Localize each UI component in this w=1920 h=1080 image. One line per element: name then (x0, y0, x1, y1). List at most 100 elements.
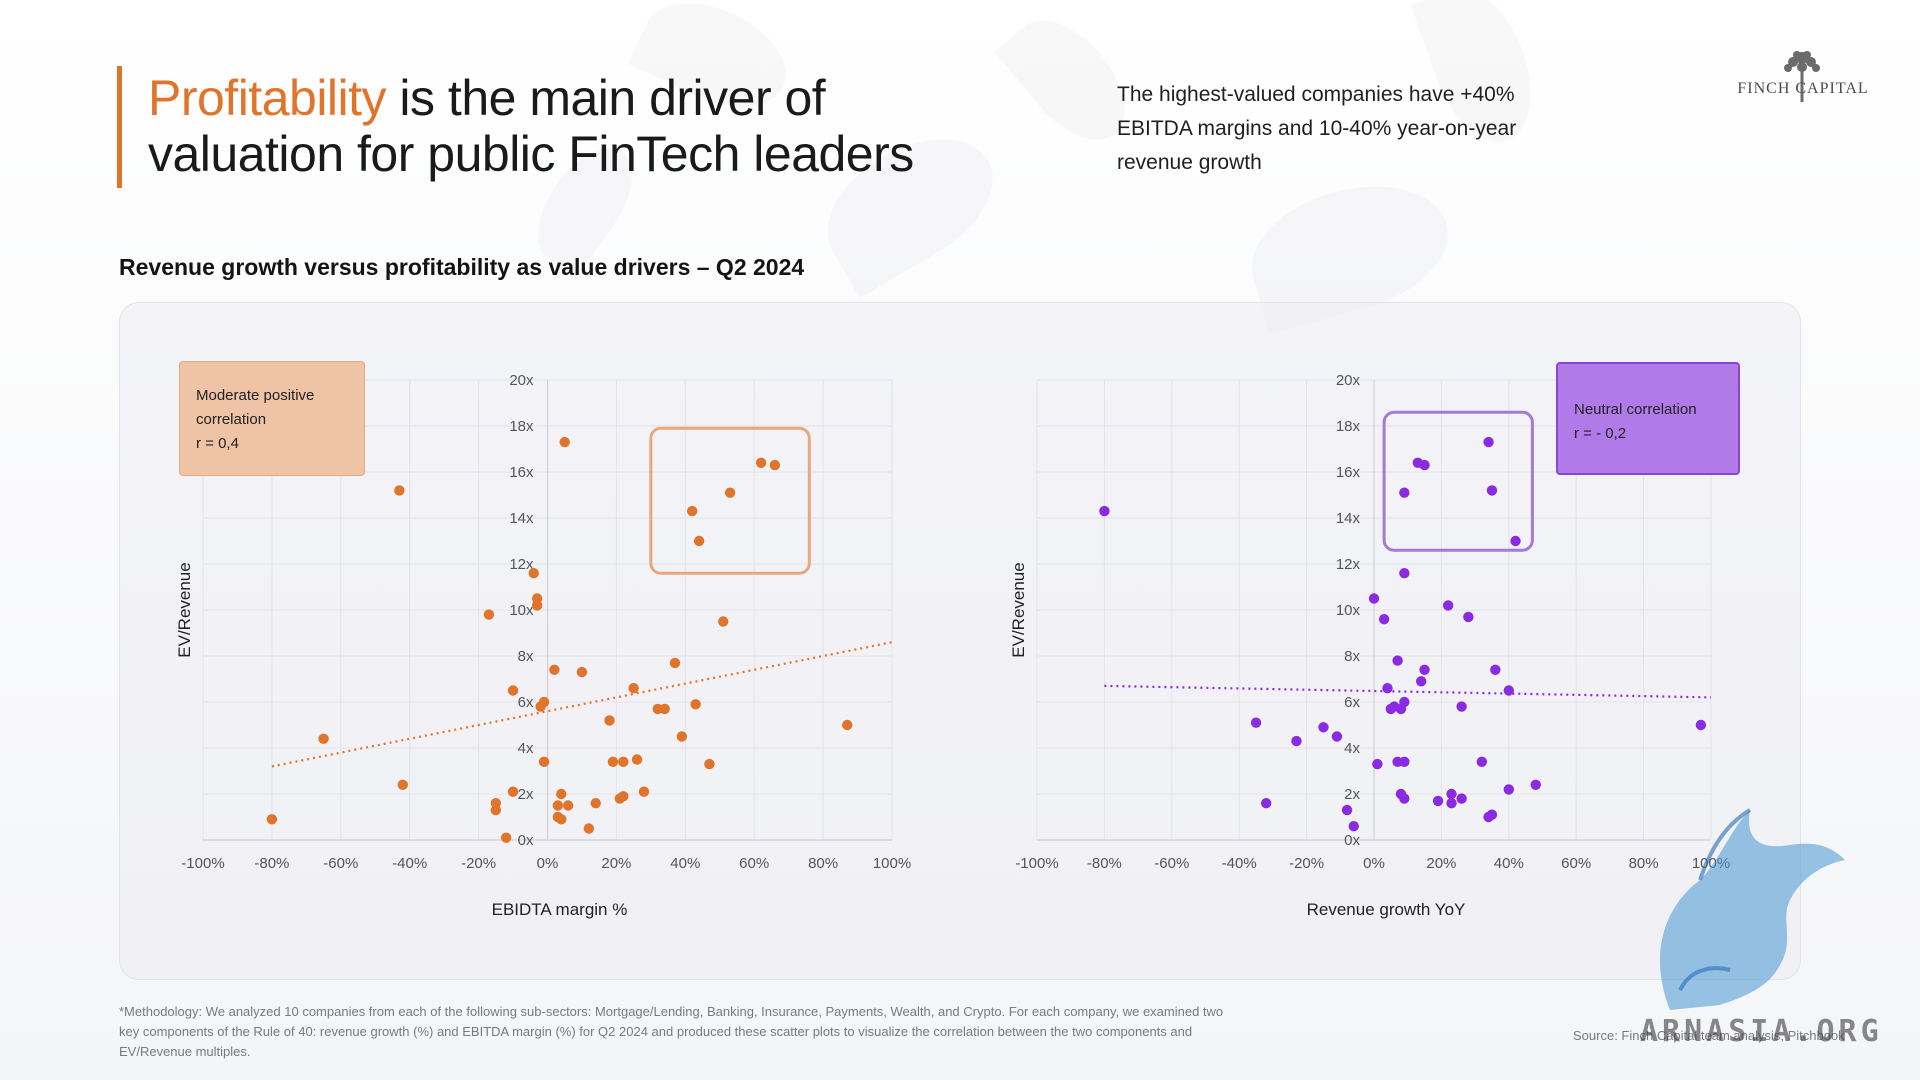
data-point (1486, 485, 1498, 496)
callout-neutral-correlation: Neutral correlation r = - 0,2 (1556, 362, 1740, 475)
data-point (1510, 535, 1521, 547)
data-point (604, 715, 615, 726)
data-point (659, 703, 670, 715)
y-tick-label: 12x (509, 556, 534, 573)
callout-positive-correlation: Moderate positive correlation r = 0,4 (179, 361, 365, 476)
callout-left-line1: Moderate positive (196, 387, 315, 404)
x-tick-label: 60% (1561, 855, 1591, 872)
y-tick-label: 14x (1336, 510, 1361, 527)
data-point (507, 685, 519, 696)
y-axis-title: EV/Revenue (1009, 562, 1028, 657)
x-tick-label: 0% (537, 855, 559, 872)
y-tick-label: 18x (509, 418, 534, 435)
logo-text: FINCH CAPITAL (1737, 80, 1869, 97)
title-accent-bar (117, 66, 122, 188)
y-tick-label: 18x (1336, 418, 1361, 435)
data-point (1318, 722, 1329, 733)
data-point (1530, 779, 1541, 790)
data-point (1399, 793, 1410, 804)
data-point (1695, 719, 1707, 731)
x-tick-label: -40% (1222, 855, 1257, 872)
charts-panel (119, 302, 1801, 980)
callout-left-line2: correlation (196, 411, 267, 428)
data-point (559, 436, 570, 448)
y-tick-label: 10x (509, 602, 534, 619)
highlight-box (1382, 410, 1534, 552)
x-tick-label: 20% (1426, 855, 1456, 872)
title-highlight: Profitability (148, 70, 387, 126)
data-point (531, 593, 543, 604)
watermark-griffin-icon (1660, 808, 1845, 1010)
data-point (1456, 701, 1467, 712)
y-tick-label: 6x (518, 694, 534, 711)
data-point (724, 487, 736, 498)
data-point (556, 814, 567, 825)
y-tick-label: 20x (509, 372, 534, 389)
trendline (1104, 684, 1712, 699)
x-tick-label: 0% (1363, 855, 1385, 872)
data-point (704, 758, 715, 770)
data-point (631, 754, 643, 765)
y-tick-label: 4x (1344, 740, 1360, 757)
data-point (500, 832, 512, 843)
data-point (1446, 798, 1457, 809)
data-point (1250, 717, 1262, 728)
data-point (1476, 756, 1488, 767)
data-point (1368, 593, 1380, 604)
x-tick-label: -80% (254, 855, 289, 872)
data-point (538, 756, 550, 767)
summary-text: The highest-valued companies have +40% E… (1117, 83, 1517, 174)
x-tick-label: -100% (1015, 855, 1058, 872)
data-point (628, 683, 639, 694)
data-point (669, 657, 681, 669)
data-point (1291, 735, 1302, 747)
y-axis-title: EV/Revenue (175, 562, 194, 657)
title-text-line2: valuation for public FinTech leaders (148, 126, 914, 182)
callout-left-line3: r = 0,4 (196, 435, 239, 452)
callout-right-line1: Neutral correlation (1574, 401, 1697, 418)
y-tick-label: 6x (1344, 694, 1360, 711)
data-point (1372, 758, 1383, 770)
data-point (686, 505, 698, 517)
data-point (1463, 611, 1474, 623)
chart-title: Revenue growth versus profitability as v… (119, 254, 805, 280)
data-point (490, 804, 502, 816)
data-point (1399, 487, 1410, 498)
x-tick-label: 40% (670, 855, 700, 872)
x-tick-label: -40% (392, 855, 427, 872)
data-point (607, 756, 619, 767)
x-axis-title: Revenue growth YoY (1307, 900, 1466, 919)
y-tick-label: 10x (1336, 602, 1361, 619)
y-tick-label: 8x (518, 648, 534, 665)
title-text-line1: is the main driver of (386, 70, 826, 126)
data-point (1503, 685, 1515, 696)
callout-right-line2: r = - 0,2 (1574, 425, 1627, 442)
data-point (676, 731, 688, 742)
source-note: Source: Finch Capital team analysis, Pit… (1573, 1028, 1845, 1043)
y-tick-label: 2x (1344, 786, 1360, 803)
data-point (618, 791, 629, 802)
data-point (1399, 756, 1410, 767)
y-tick-label: 12x (1336, 556, 1361, 573)
data-point (1382, 683, 1393, 694)
data-point (394, 485, 405, 496)
x-tick-label: 80% (808, 855, 838, 872)
y-tick-label: 20x (1336, 372, 1361, 389)
x-tick-label: 40% (1494, 855, 1524, 872)
data-point (528, 568, 539, 579)
data-point (483, 609, 495, 620)
data-point (1442, 600, 1454, 611)
x-tick-label: -80% (1087, 855, 1122, 872)
x-tick-label: -60% (323, 855, 358, 872)
data-point (266, 814, 278, 825)
data-point (1399, 568, 1410, 579)
data-point (1456, 793, 1467, 804)
data-point (1260, 798, 1272, 809)
data-point (1419, 459, 1430, 471)
data-point (1446, 788, 1457, 800)
data-point (755, 457, 767, 468)
y-tick-label: 0x (518, 832, 534, 849)
y-tick-label: 4x (518, 740, 534, 757)
y-tick-label: 16x (509, 464, 534, 481)
